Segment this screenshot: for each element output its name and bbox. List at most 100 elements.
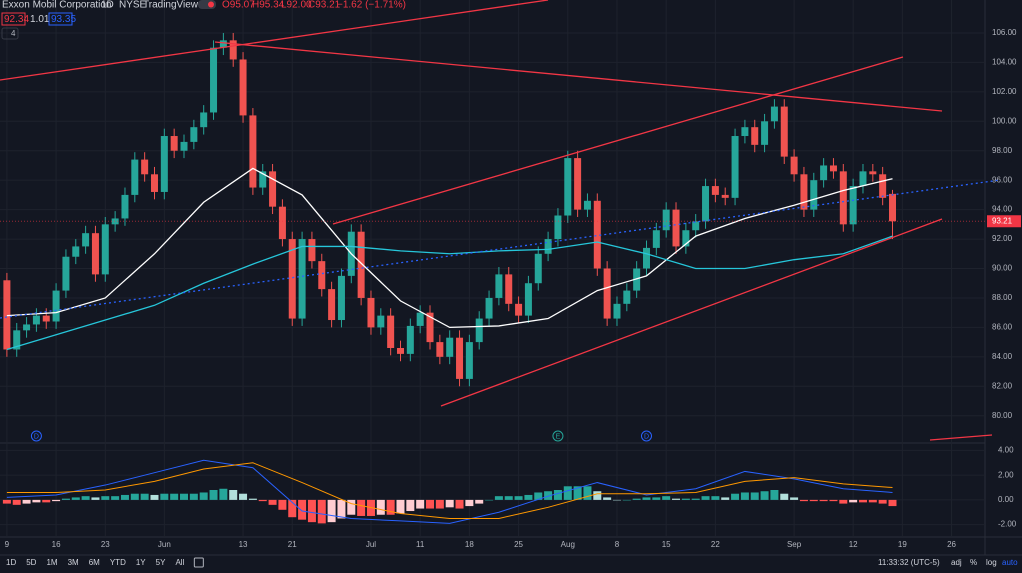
histogram-bar <box>504 496 513 500</box>
y-tick-label: 94.00 <box>992 205 1013 214</box>
candle-body <box>239 59 247 116</box>
status-dot <box>208 1 214 8</box>
ask-box[interactable] <box>48 12 73 26</box>
ohlc-high: H95.34 <box>252 0 285 11</box>
x-tick-label: 12 <box>849 540 858 549</box>
histogram-bar <box>426 499 435 509</box>
candle-body <box>465 342 473 379</box>
x-tick-label: 23 <box>101 540 110 549</box>
ask[interactable]: 93.35 <box>51 14 76 25</box>
ohlc-low: L92.00 <box>281 0 312 11</box>
dotted-trend-line[interactable] <box>0 179 1001 319</box>
candle-body <box>879 174 887 198</box>
candle-body <box>269 171 277 207</box>
candle-body <box>859 171 867 187</box>
exchange: NYSE <box>119 0 147 11</box>
range-button[interactable]: All <box>175 558 184 567</box>
range-button[interactable]: 3M <box>68 558 79 567</box>
indicator-count[interactable]: 4 <box>11 29 16 38</box>
trend-line[interactable] <box>440 218 943 407</box>
range-button[interactable]: 6M <box>89 558 100 567</box>
histogram-bar <box>839 499 848 504</box>
histogram-bar <box>573 486 582 500</box>
bid-box[interactable] <box>1 12 26 26</box>
histogram-bar <box>544 491 553 500</box>
candle-body <box>485 297 493 319</box>
histogram-bar <box>199 492 208 500</box>
scale-option[interactable]: auto <box>1002 558 1018 567</box>
candle-body <box>259 171 267 188</box>
symbol-name[interactable]: Exxon Mobil Corporation <box>2 0 112 11</box>
histogram-bar <box>681 498 690 500</box>
histogram-bar <box>731 493 740 500</box>
histogram-bar <box>691 498 700 500</box>
x-tick-label: 11 <box>416 540 425 549</box>
histogram-bar <box>799 499 808 502</box>
candle-body <box>741 127 749 137</box>
candle-body <box>52 290 60 322</box>
histogram-bar <box>740 492 749 500</box>
histogram-bar <box>858 499 867 503</box>
histogram-bar <box>111 496 120 500</box>
histogram-bar <box>91 497 100 500</box>
y-tick-label: 82.00 <box>992 381 1013 390</box>
spread: 1.01 <box>30 14 50 25</box>
range-button[interactable]: 1Y <box>136 558 146 567</box>
trend-line[interactable] <box>929 434 993 441</box>
x-tick-label: 18 <box>465 540 474 549</box>
candle-body <box>711 186 719 195</box>
histogram-bar <box>603 497 612 500</box>
candle-body <box>328 289 336 321</box>
scale-option[interactable]: % <box>970 558 977 567</box>
candle-body <box>426 312 434 343</box>
candle-body <box>495 274 503 298</box>
histogram-bar <box>71 497 80 500</box>
histogram-bar <box>593 491 602 500</box>
histogram-bar <box>750 492 759 500</box>
histogram-bar <box>376 499 385 515</box>
candle-body <box>180 141 188 151</box>
range-button[interactable]: 1D <box>6 558 16 567</box>
trend-line[interactable] <box>332 56 904 225</box>
histogram-bar <box>829 499 838 502</box>
histogram-bar <box>534 492 543 500</box>
moving-average <box>6 235 893 351</box>
candle-body <box>475 318 483 343</box>
range-button[interactable]: 5Y <box>156 558 166 567</box>
histogram-bar <box>612 499 621 501</box>
range-button[interactable]: YTD <box>110 558 126 567</box>
y-tick-label: 2.00 <box>998 470 1014 479</box>
trend-line[interactable] <box>214 41 943 112</box>
candle-body <box>288 239 296 319</box>
scale-option[interactable]: adj <box>951 558 962 567</box>
histogram-bar <box>229 490 238 500</box>
candle-body <box>101 224 109 275</box>
candle-body <box>229 40 237 60</box>
candle-body <box>396 347 404 354</box>
histogram-bar <box>888 499 897 507</box>
candle-body <box>456 337 464 379</box>
interval[interactable]: 1D <box>101 0 114 11</box>
last-price-label: 93.21 <box>992 216 1013 225</box>
scale-option[interactable]: log <box>986 558 997 567</box>
histogram-bar <box>81 496 90 500</box>
header: Exxon Mobil Corporation 1D NYSE TradingV… <box>1 0 406 40</box>
candle-body <box>91 233 99 275</box>
histogram-bar <box>445 499 454 508</box>
indicator-toggle[interactable] <box>1 27 19 40</box>
trend-line[interactable] <box>0 0 549 81</box>
y-tick-label: 4.00 <box>998 446 1014 455</box>
y-tick-label: 98.00 <box>992 146 1013 155</box>
event-label: D <box>34 433 39 440</box>
ohlc-close: C93.21 <box>308 0 341 11</box>
range-button[interactable]: 5D <box>26 558 36 567</box>
event-marker <box>30 430 42 442</box>
date-range-icon[interactable] <box>193 557 204 568</box>
y-tick-label: 86.00 <box>992 322 1013 331</box>
candle-body <box>534 253 542 284</box>
histogram-bar <box>485 499 494 501</box>
candle-body <box>564 158 572 216</box>
candle-body <box>839 171 847 225</box>
range-button[interactable]: 1M <box>46 558 57 567</box>
bid[interactable]: 92.34 <box>4 14 29 25</box>
